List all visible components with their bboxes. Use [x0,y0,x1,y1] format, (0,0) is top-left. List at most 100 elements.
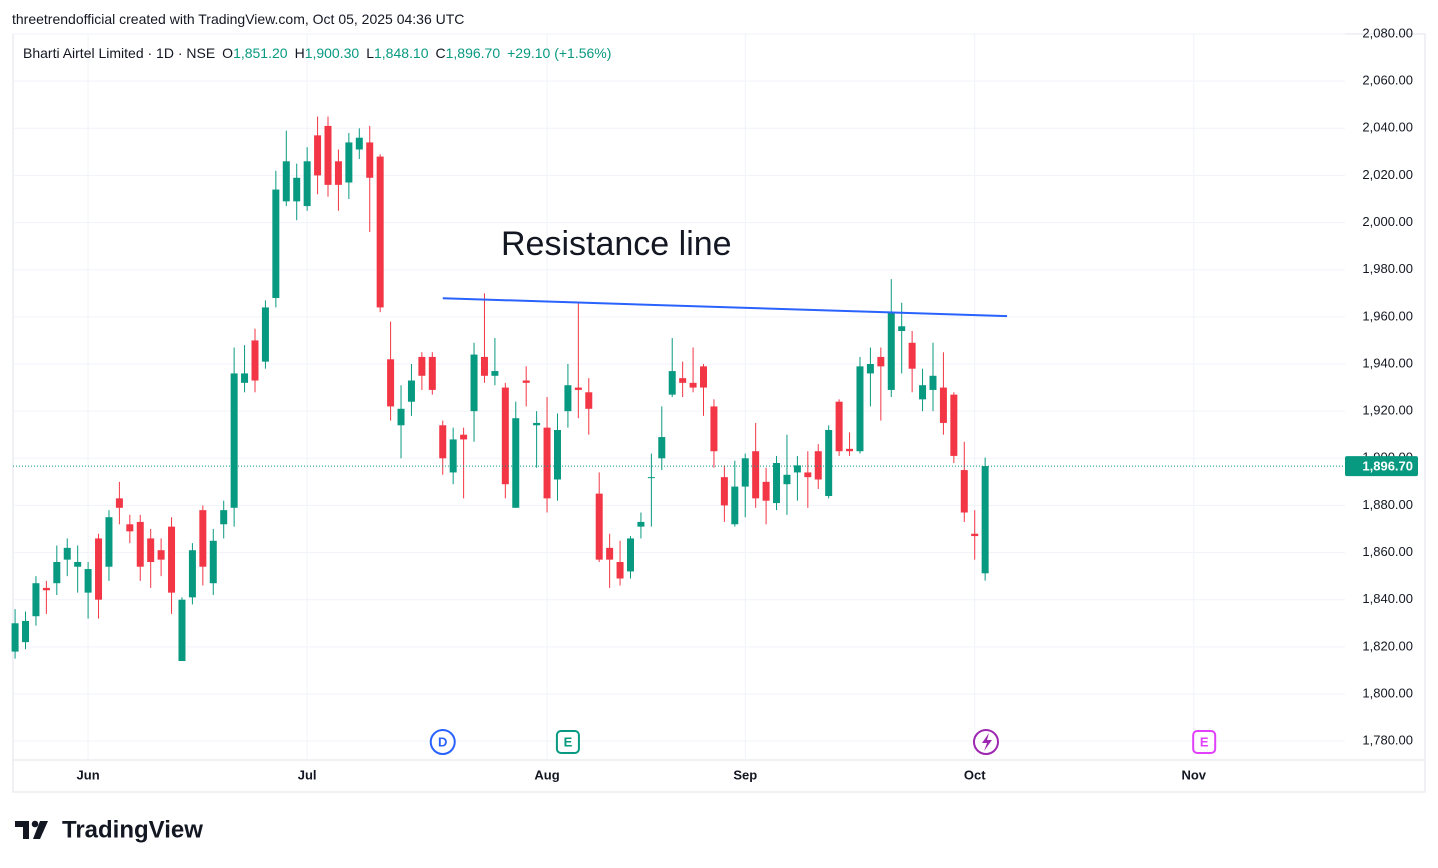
candle-body [105,517,113,567]
candle-body [178,599,186,661]
candle-body [866,364,874,374]
candle-body [637,521,645,527]
y-tick-label: 1,840.00 [1362,591,1413,606]
candle-body [950,394,958,456]
candle-body [209,540,217,584]
candle-body [188,550,196,598]
candle-body [418,356,426,376]
ohlc-key: O [222,45,234,61]
candle-body [595,493,603,560]
ohlc-value: 1,900.30 [304,45,360,61]
y-tick-label: 2,060.00 [1362,73,1413,88]
candle-body [115,498,123,508]
event-icon [555,730,580,754]
candle-body [846,448,854,452]
candle-body [32,583,40,617]
candle-body [168,526,176,593]
candle-body [460,434,468,440]
candle-body [689,382,697,388]
candle-body [741,458,749,487]
candle-body [387,359,395,407]
chart-frame [12,33,1426,793]
candle-body [84,569,92,593]
candle-body [42,587,50,591]
candle-body [293,177,301,202]
ohlc-value: 1,848.10 [373,45,429,61]
candle-body [616,562,624,579]
candle-body [919,385,927,400]
candle-body [606,547,614,560]
event-icon [429,729,456,755]
candle-body [355,137,363,150]
candle-body [314,135,322,176]
x-tick-label: Oct [964,767,986,782]
candle-body [783,474,791,485]
x-tick-label: Aug [534,767,559,782]
x-tick-label: Sep [733,767,757,782]
candle-body [856,366,864,452]
candle-body [491,371,499,376]
candle-body [731,486,739,525]
ohlc-value: 1,896.70 [445,45,501,61]
candle-body [63,547,71,560]
y-tick-label: 1,880.00 [1362,497,1413,512]
candle-body [126,524,134,532]
candle-body [22,620,30,643]
y-tick-label: 1,980.00 [1362,261,1413,276]
y-tick-label: 2,080.00 [1362,25,1413,40]
ohlc-key: H [294,45,305,61]
candle-body [95,538,103,600]
candle-body [53,562,61,584]
annotation-text: Resistance line [501,225,732,263]
y-tick-label: 2,040.00 [1362,120,1413,135]
candle-body [835,401,843,452]
candle-body [512,418,520,508]
candle-body [501,387,509,485]
candle-body [762,481,770,501]
candle-body [251,340,259,381]
candle-body [929,375,937,390]
candle-body [136,521,144,567]
candle-body [470,354,478,412]
candle-body [960,470,968,513]
x-tick-label: Nov [1181,767,1206,782]
candle-body [428,356,436,390]
event-icon [1192,730,1217,754]
candle-body [752,451,760,499]
last-price-tag [1345,456,1418,477]
candle-body [533,422,541,426]
candle-body [814,451,822,480]
candle-body [793,465,801,473]
candle-body [334,161,342,185]
candle-body [449,439,457,473]
candle-body [282,161,290,202]
candle-body [220,510,228,525]
candle-body [710,406,718,452]
candle-body [700,366,708,388]
candle-body [668,371,676,395]
candle-body [74,562,82,567]
candle-body [898,326,906,331]
candle-body [804,472,812,478]
candle-body [11,623,19,652]
candle-body [574,387,582,390]
y-tick-label: 2,000.00 [1362,214,1413,229]
symbol: Bharti Airtel Limited · 1D · NSE [23,45,216,61]
candle-body [397,408,405,426]
candle-body [658,437,666,459]
brand-logo [15,820,48,839]
legend-header: Bharti Airtel Limited · 1D · NSE O1,851.… [23,45,611,61]
ohlc-value: 1,851.20 [233,45,288,61]
event-label: E [1200,734,1209,749]
x-tick-label: Jun [77,767,100,782]
candle-body [720,477,728,506]
event-label: D [438,734,447,749]
candle-body [366,142,374,178]
candle-body [345,142,353,183]
candle-body [773,463,781,504]
candle-body [585,392,593,409]
brand-name: TradingView [62,816,203,843]
ohlc-key: C [435,45,446,61]
event-label: E [564,734,573,749]
